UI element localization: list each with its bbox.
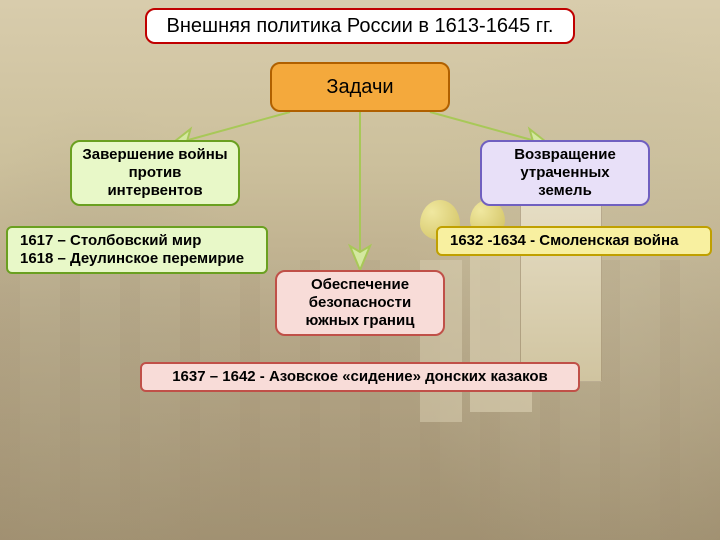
- slide-title: Внешняя политика России в 1613-1645 гг.: [145, 8, 575, 44]
- root-label: Задачи: [326, 75, 393, 99]
- event-right-text: 1632 -1634 - Смоленская война: [450, 232, 678, 250]
- task-right-label: Возвращение утраченных земель: [492, 146, 638, 200]
- task-node-end-intervention-war: Завершение войны против интервентов: [70, 140, 240, 206]
- event-box-stolbovo-deulino: 1617 – Столбовский мир 1618 – Деулинское…: [6, 226, 268, 274]
- event-left-line2: 1618 – Деулинское перемирие: [20, 250, 244, 268]
- task-center-label: Обеспечение безопасности южных границ: [287, 276, 433, 330]
- event-bottom-text: 1637 – 1642 - Азовское «сидение» донских…: [172, 368, 548, 386]
- event-box-smolensk-war: 1632 -1634 - Смоленская война: [436, 226, 712, 256]
- root-node-tasks: Задачи: [270, 62, 450, 112]
- title-text: Внешняя политика России в 1613-1645 гг.: [167, 14, 554, 38]
- task-left-label: Завершение войны против интервентов: [82, 146, 228, 200]
- task-node-southern-border-security: Обеспечение безопасности южных границ: [275, 270, 445, 336]
- event-box-azov-siege: 1637 – 1642 - Азовское «сидение» донских…: [140, 362, 580, 392]
- event-left-line1: 1617 – Столбовский мир: [20, 232, 244, 250]
- task-node-return-lost-lands: Возвращение утраченных земель: [480, 140, 650, 206]
